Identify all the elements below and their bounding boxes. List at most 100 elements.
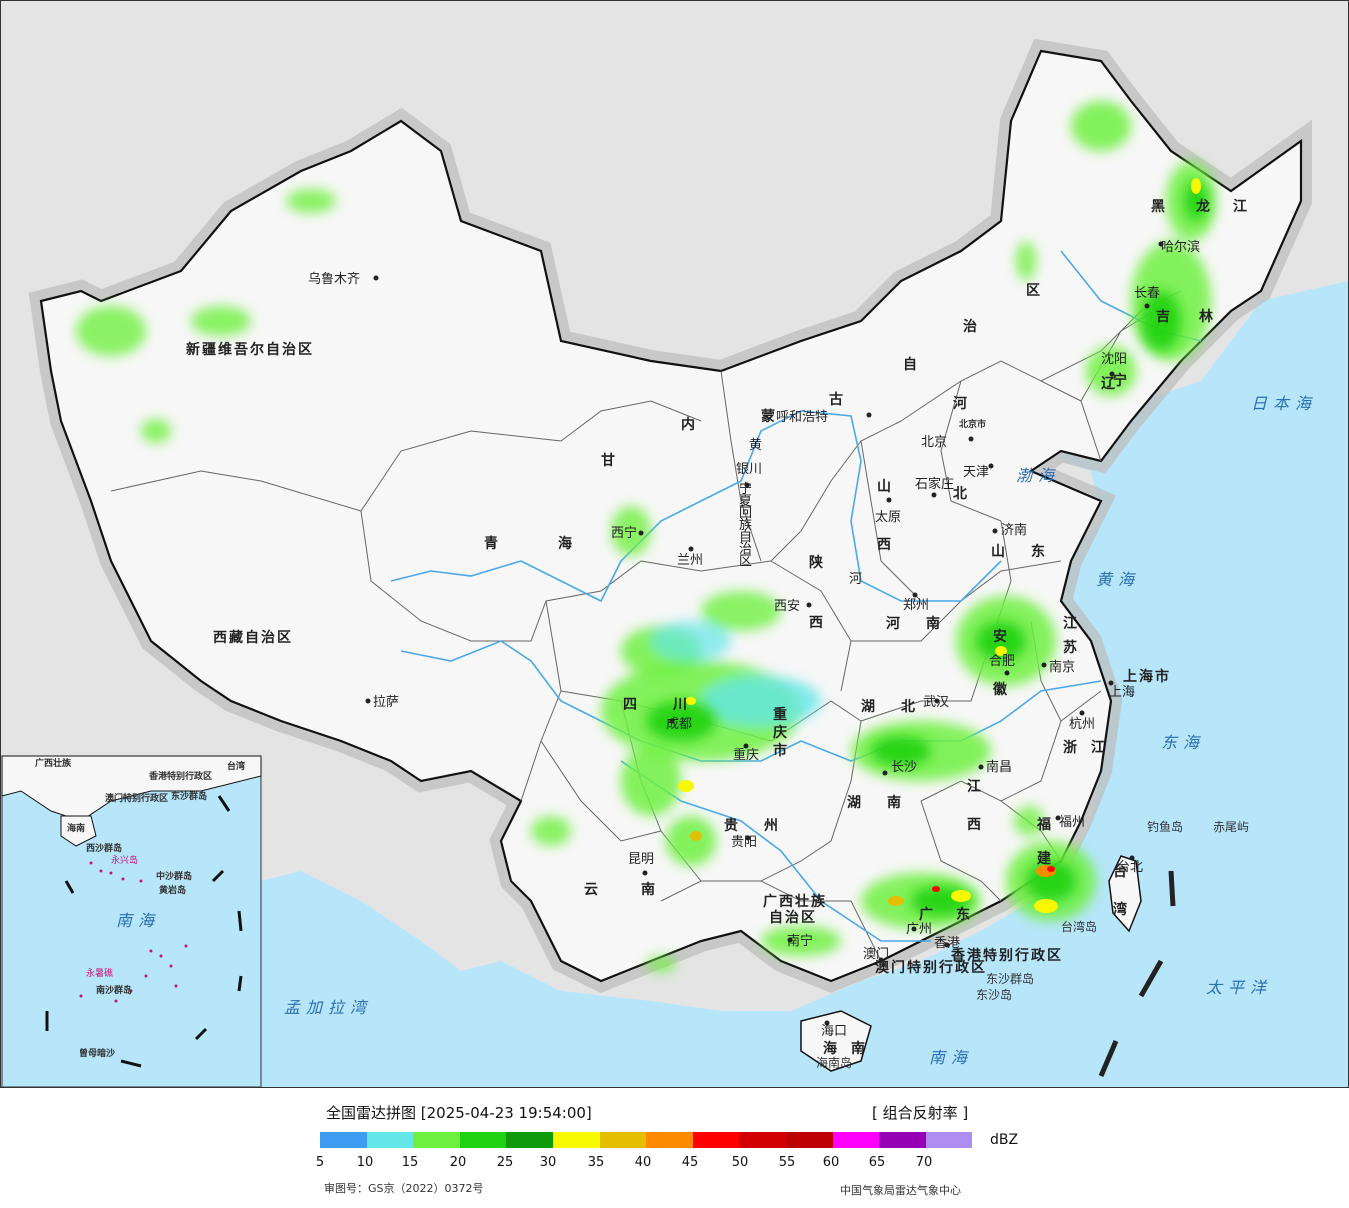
province-label-hainan: 南 — [851, 1040, 867, 1057]
inset-label: 曾母暗沙 — [79, 1047, 115, 1059]
city-marker — [365, 698, 371, 704]
inset-label: 南海 — [116, 911, 160, 930]
province-label-anhui: 安 — [993, 628, 1009, 645]
province-label-macau: 澳门特别行政区 — [875, 959, 987, 976]
product-name: [ 组合反射率 ] — [872, 1104, 969, 1122]
color-swatch — [739, 1132, 786, 1148]
city-marker — [1079, 710, 1085, 716]
taiwan-island — [1108, 855, 1142, 933]
province-label-ningxia: 回 — [739, 506, 752, 521]
province-label-guangdong: 东 — [956, 906, 972, 923]
city-marker — [912, 592, 918, 598]
city-label: 成都 — [666, 717, 692, 732]
color-swatch — [320, 1132, 367, 1148]
city-label: 呼和浩特 — [776, 410, 828, 425]
province-label-ningxia: 族 — [739, 517, 752, 533]
inset-label: 台湾 — [227, 760, 245, 772]
city-label: 石家庄 — [915, 476, 954, 492]
city-marker — [824, 1020, 830, 1026]
color-scale — [320, 1132, 973, 1148]
inset-label: 东沙群岛 — [171, 790, 207, 802]
province-label-shandong: 东 — [1031, 543, 1047, 560]
city-label: 上海 — [1109, 685, 1135, 700]
inset-label: 永暑礁 — [86, 967, 113, 979]
province-label-hunan: 湖 — [847, 795, 863, 811]
color-swatch — [366, 1132, 414, 1148]
scale-tick-label: 20 — [449, 1155, 467, 1170]
city-label: 天津 — [963, 465, 989, 480]
color-swatch — [832, 1132, 880, 1148]
province-label-anhui: 徽 — [992, 681, 1009, 698]
city-label: 贵阳 — [731, 835, 757, 850]
color-swatch — [692, 1132, 740, 1148]
city-label: 杭州 — [1069, 717, 1095, 732]
province-label-henan: 南 — [926, 615, 942, 632]
province-label-liaoning: 宁 — [1113, 372, 1129, 389]
city-label: 西宁 — [611, 525, 637, 541]
city-label: 沈阳 — [1101, 352, 1127, 367]
province-label-neimenggu: 蒙 — [761, 408, 777, 425]
scale-tick-label: 15 — [401, 1155, 419, 1170]
review-number: 审图号：GS京（2022）0372号 — [324, 1182, 484, 1195]
island-label: 台湾岛 — [1061, 919, 1097, 934]
inset-label: 中沙群岛 — [156, 870, 192, 882]
province-label-shaanxi: 西 — [809, 615, 825, 631]
province-label-sichuan: 四 — [623, 697, 639, 713]
province-label-shanghai: 上海市 — [1123, 668, 1171, 685]
province-label-xizang: 西藏自治区 — [213, 629, 293, 646]
city-marker — [688, 546, 694, 552]
scale-tick-label: 30 — [539, 1155, 557, 1170]
province-label-gansu: 甘 — [601, 452, 617, 469]
city-marker — [745, 835, 751, 841]
province-label-hubei: 湖 — [861, 699, 877, 715]
city-label: 济南 — [1001, 522, 1027, 538]
province-label-taiwan: 湾 — [1113, 901, 1129, 918]
province-label-hebei: 河 — [953, 395, 969, 412]
province-label-jiangxi: 江 — [967, 778, 983, 795]
city-marker — [744, 482, 750, 488]
city-marker — [642, 870, 648, 876]
color-swatch — [506, 1132, 553, 1148]
city-label: 长春 — [1134, 286, 1160, 301]
scale-tick-label: 55 — [778, 1155, 796, 1170]
province-label-hainan: 海 — [823, 1040, 839, 1057]
sea-label: 渤海 — [1016, 466, 1060, 485]
city-label: 北京市 — [959, 418, 986, 430]
province-label-heilongjiang: 龙 — [1195, 198, 1212, 215]
city-marker — [878, 957, 884, 963]
island-label: 东沙岛 — [976, 987, 1012, 1002]
color-swatch — [785, 1132, 833, 1148]
city-marker — [1004, 670, 1010, 676]
province-label-ningxia: 自 — [739, 530, 752, 545]
color-swatch — [413, 1132, 460, 1148]
city-label: 南昌 — [986, 759, 1012, 775]
province-label-taiwan: 台 — [1113, 863, 1129, 880]
province-label-ningxia: 夏 — [739, 494, 752, 509]
city-marker — [931, 492, 937, 498]
scale-tick-label: 25 — [496, 1155, 514, 1170]
city-marker — [373, 275, 379, 281]
province-label-neimenggu: 治 — [963, 318, 979, 335]
city-label: 南京 — [1049, 659, 1075, 675]
city-label: 南宁 — [787, 933, 813, 949]
city-label: 哈尔滨 — [1161, 239, 1200, 255]
scale-tick-label: 60 — [822, 1155, 840, 1170]
sea-area — [261, 871, 461, 1087]
color-swatch — [459, 1132, 507, 1148]
inset-label: 西沙群岛 — [86, 842, 122, 854]
city-marker — [934, 698, 940, 704]
city-label: 长沙 — [891, 760, 917, 775]
city-label: 银川 — [736, 462, 762, 477]
island-label: 东沙群岛 — [986, 971, 1034, 986]
inset-label: 海南 — [67, 822, 85, 834]
city-label: 北京 — [921, 435, 947, 450]
province-label-jiangxi: 西 — [967, 817, 983, 833]
city-marker — [1055, 815, 1061, 821]
province-label-qinghai: 青 — [484, 535, 500, 552]
radar-map[interactable]: 新疆维吾尔自治区 西藏自治区青海甘四川云南贵州广西壮族 自治区广东海南湖南湖北江西福… — [0, 0, 1349, 1088]
inset-label: 黄岩岛 — [159, 884, 186, 896]
color-swatch — [552, 1132, 600, 1148]
province-label-henan: 河 — [886, 615, 902, 632]
sea-label: 黄海 — [1096, 570, 1140, 589]
province-label-guangdong: 广 — [919, 906, 935, 923]
